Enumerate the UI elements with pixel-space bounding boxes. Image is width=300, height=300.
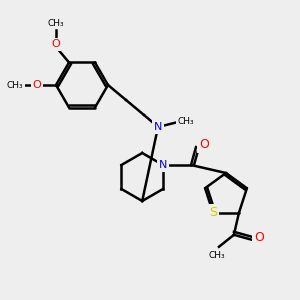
Text: N: N (159, 160, 167, 170)
Text: CH₃: CH₃ (178, 118, 194, 127)
Text: CH₃: CH₃ (48, 19, 64, 28)
Text: O: O (199, 139, 209, 152)
Text: O: O (52, 40, 60, 50)
Text: N: N (154, 122, 162, 132)
Text: CH₃: CH₃ (208, 251, 225, 260)
Text: O: O (33, 80, 41, 90)
Text: CH₃: CH₃ (7, 80, 23, 89)
Text: O: O (254, 231, 264, 244)
Text: S: S (209, 206, 217, 219)
